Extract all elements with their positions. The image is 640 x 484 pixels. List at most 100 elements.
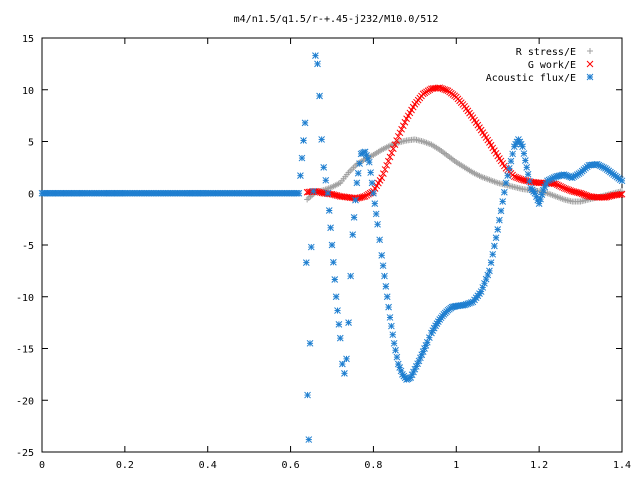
series-point — [327, 224, 334, 232]
series-point — [388, 322, 395, 330]
series-point — [391, 141, 399, 148]
x-tick-label: 0.2 — [116, 460, 134, 471]
series-point — [386, 314, 394, 321]
series-point — [557, 183, 565, 190]
series-point — [324, 189, 332, 197]
series-point — [350, 214, 358, 221]
series-point — [509, 150, 516, 158]
series-point — [524, 170, 532, 178]
series-point — [374, 220, 381, 228]
series-point — [372, 210, 380, 218]
series-point — [487, 259, 495, 266]
series-point — [538, 191, 546, 198]
series-point — [297, 172, 304, 180]
series-point — [535, 200, 543, 207]
series-point — [386, 153, 394, 161]
series-point — [334, 307, 341, 314]
series-point — [500, 188, 508, 196]
series-point — [497, 207, 505, 215]
series-point — [558, 183, 566, 191]
chart-axes: 0 0.2 0.4 0.6 0.8 1 1.2 1.4 -25 -20 -15 -10 -5 0 5 10 15 — [16, 34, 631, 471]
series-point — [381, 166, 389, 173]
series-point — [367, 169, 375, 176]
series-point — [504, 172, 512, 180]
series-point — [320, 164, 328, 171]
series-point — [336, 334, 344, 342]
series-point — [304, 391, 311, 399]
series-point — [335, 320, 343, 328]
series-point — [523, 164, 531, 171]
series-point — [398, 125, 405, 133]
series-point — [307, 243, 315, 251]
series-point — [521, 157, 529, 164]
series-point — [378, 251, 386, 259]
series-point — [305, 436, 313, 443]
series-point — [385, 303, 392, 311]
series-point — [389, 331, 397, 339]
series-point — [314, 60, 321, 68]
series-point — [371, 200, 379, 207]
series-point — [516, 138, 524, 146]
series-point — [499, 198, 507, 205]
series-point — [354, 169, 362, 177]
x-tick-label: 0.8 — [364, 460, 382, 471]
series-point — [380, 170, 387, 177]
series-point — [486, 267, 493, 275]
chart-series-layer — [38, 52, 626, 443]
series-point — [507, 157, 515, 165]
series-point — [390, 339, 398, 347]
series-point — [442, 86, 450, 94]
series-point — [368, 179, 376, 187]
legend-label: G work/E — [528, 60, 576, 71]
series-point — [505, 165, 513, 172]
series-point — [618, 190, 626, 198]
y-tick-label: -25 — [16, 448, 34, 459]
x-tick-label: 1.2 — [530, 460, 548, 471]
y-tick-label: -10 — [16, 293, 34, 304]
series-point — [302, 259, 310, 266]
series-point — [322, 176, 330, 184]
series-point — [384, 157, 392, 165]
series-point — [318, 136, 325, 143]
x-tick-label: 0 — [39, 460, 45, 471]
series-point — [379, 262, 387, 270]
series-2 — [38, 52, 626, 443]
series-point — [370, 189, 377, 197]
series-point — [512, 140, 520, 148]
y-tick-label: 15 — [22, 34, 34, 45]
series-point — [360, 193, 367, 201]
y-tick-label: -5 — [22, 241, 34, 252]
series-point — [526, 177, 533, 185]
series-point — [383, 293, 391, 301]
series-point — [349, 231, 357, 239]
x-tick-label: 0.4 — [199, 460, 217, 471]
series-point — [394, 132, 402, 140]
series-point — [393, 137, 400, 144]
series-point — [519, 143, 526, 151]
y-tick-label: 10 — [22, 86, 34, 97]
series-point — [396, 129, 404, 137]
legend-label: R stress/E — [516, 47, 576, 58]
series-point — [392, 346, 399, 354]
series-point — [312, 52, 319, 59]
series-point — [520, 150, 528, 157]
series-point — [332, 293, 340, 301]
series-point — [306, 339, 314, 347]
series-point — [381, 272, 388, 280]
series-point — [491, 242, 498, 250]
series-point — [389, 145, 397, 153]
series-point — [388, 149, 396, 157]
legend-marker — [586, 60, 594, 68]
series-point — [616, 191, 624, 198]
series-point — [364, 155, 372, 163]
series-point — [331, 276, 339, 283]
series-point — [328, 241, 336, 249]
y-tick-label: 5 — [28, 138, 34, 149]
x-tick-label: 1.4 — [613, 460, 631, 471]
chart-legend: R stress/E G work/E Acoustic flux/E — [486, 47, 594, 84]
series-point — [345, 319, 352, 326]
x-tick-label: 0.6 — [282, 460, 300, 471]
series-point — [356, 160, 363, 167]
